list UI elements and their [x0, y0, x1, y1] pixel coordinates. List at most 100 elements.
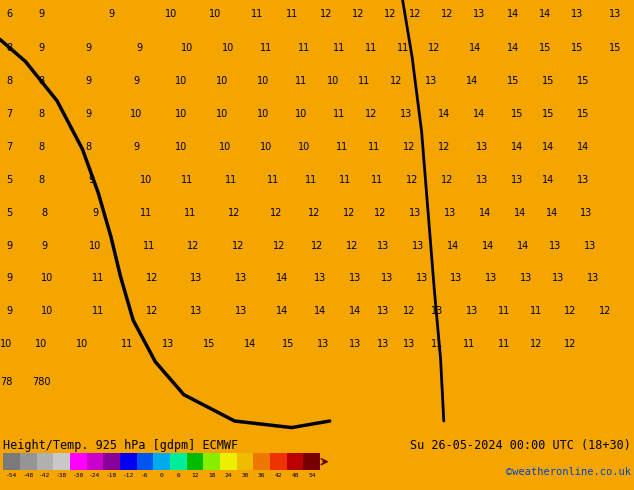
Text: 13: 13 [377, 339, 390, 349]
Text: 8: 8 [38, 76, 44, 86]
Text: 13: 13 [444, 208, 456, 218]
Text: 11: 11 [463, 339, 476, 349]
Text: 54: 54 [308, 473, 316, 478]
Text: 13: 13 [314, 273, 327, 284]
Text: 15: 15 [571, 43, 583, 53]
Text: 12: 12 [269, 208, 282, 218]
Text: 12: 12 [599, 306, 612, 317]
Text: 13: 13 [235, 273, 247, 284]
Bar [53, 453, 70, 470]
Text: 10: 10 [130, 109, 143, 119]
Bar [304, 453, 320, 470]
Text: 14: 14 [545, 208, 558, 218]
Text: 24: 24 [224, 473, 232, 478]
Text: 13: 13 [580, 208, 593, 218]
Text: 11: 11 [120, 339, 133, 349]
Text: 12: 12 [311, 241, 323, 250]
Text: -30: -30 [73, 473, 84, 478]
Text: Su 26-05-2024 00:00 UTC (18+30): Su 26-05-2024 00:00 UTC (18+30) [410, 439, 631, 452]
Text: 10: 10 [76, 339, 89, 349]
Text: 13: 13 [377, 306, 390, 317]
Text: 14: 14 [244, 339, 257, 349]
Text: 13: 13 [317, 339, 330, 349]
Text: 6: 6 [176, 473, 180, 478]
Text: 10: 10 [165, 9, 178, 19]
Text: -42: -42 [39, 473, 51, 478]
Text: 13: 13 [510, 175, 523, 185]
Text: 9: 9 [41, 241, 48, 250]
Text: 10: 10 [216, 76, 228, 86]
Text: 9: 9 [133, 76, 139, 86]
Text: 12: 12 [187, 241, 200, 250]
Text: 7: 7 [6, 109, 13, 119]
Text: 11: 11 [225, 175, 238, 185]
Text: 10: 10 [174, 109, 187, 119]
Text: 13: 13 [399, 109, 412, 119]
Text: 8: 8 [38, 109, 44, 119]
Text: 13: 13 [403, 339, 415, 349]
Text: 18: 18 [208, 473, 216, 478]
Text: 13: 13 [466, 306, 479, 317]
Bar [254, 453, 270, 470]
Text: 15: 15 [577, 109, 590, 119]
Text: 11: 11 [266, 175, 279, 185]
Text: 10: 10 [89, 241, 101, 250]
Text: 13: 13 [409, 208, 422, 218]
Text: 11: 11 [368, 142, 380, 152]
Bar [3, 453, 20, 470]
Text: 14: 14 [539, 9, 552, 19]
Text: -54: -54 [6, 473, 17, 478]
Text: 10: 10 [139, 175, 152, 185]
Text: 15: 15 [609, 43, 621, 53]
Text: 12: 12 [437, 142, 450, 152]
Text: 13: 13 [190, 306, 203, 317]
Text: 7: 7 [6, 142, 13, 152]
Text: 14: 14 [469, 43, 482, 53]
Bar [103, 453, 120, 470]
Text: 12: 12 [228, 208, 241, 218]
Text: 13: 13 [586, 273, 599, 284]
Text: 12: 12 [409, 9, 422, 19]
Text: 10: 10 [174, 76, 187, 86]
Bar [170, 453, 186, 470]
Bar [37, 453, 53, 470]
Text: 13: 13 [548, 241, 561, 250]
Text: 11: 11 [339, 175, 352, 185]
Text: 14: 14 [514, 208, 526, 218]
Text: 11: 11 [139, 208, 152, 218]
Text: 14: 14 [542, 142, 555, 152]
Text: 13: 13 [162, 339, 174, 349]
Text: 11: 11 [304, 175, 317, 185]
Text: 12: 12 [352, 9, 365, 19]
Text: 13: 13 [425, 76, 437, 86]
Text: 11: 11 [498, 339, 510, 349]
Text: 11: 11 [260, 43, 273, 53]
Bar [153, 453, 170, 470]
Text: 12: 12 [231, 241, 244, 250]
Text: 11: 11 [358, 76, 371, 86]
Bar [137, 453, 153, 470]
Text: 11: 11 [333, 43, 346, 53]
Text: 12: 12 [146, 273, 158, 284]
Text: 11: 11 [92, 273, 105, 284]
Text: 13: 13 [552, 273, 564, 284]
Text: 11: 11 [184, 208, 197, 218]
Text: 13: 13 [472, 9, 485, 19]
Text: 12: 12 [191, 473, 199, 478]
Text: 13: 13 [190, 273, 203, 284]
Text: 10: 10 [216, 109, 228, 119]
Text: 13: 13 [431, 306, 444, 317]
Text: 11: 11 [371, 175, 384, 185]
Text: 11: 11 [298, 43, 311, 53]
Text: -18: -18 [106, 473, 117, 478]
Text: 8: 8 [6, 76, 13, 86]
Text: 8: 8 [41, 208, 48, 218]
Text: 15: 15 [282, 339, 295, 349]
Text: 12: 12 [441, 9, 453, 19]
Bar [70, 453, 87, 470]
Text: 14: 14 [542, 175, 555, 185]
Text: 11: 11 [92, 306, 105, 317]
Text: 12: 12 [529, 339, 542, 349]
Text: 12: 12 [390, 76, 403, 86]
Text: 9: 9 [6, 273, 13, 284]
